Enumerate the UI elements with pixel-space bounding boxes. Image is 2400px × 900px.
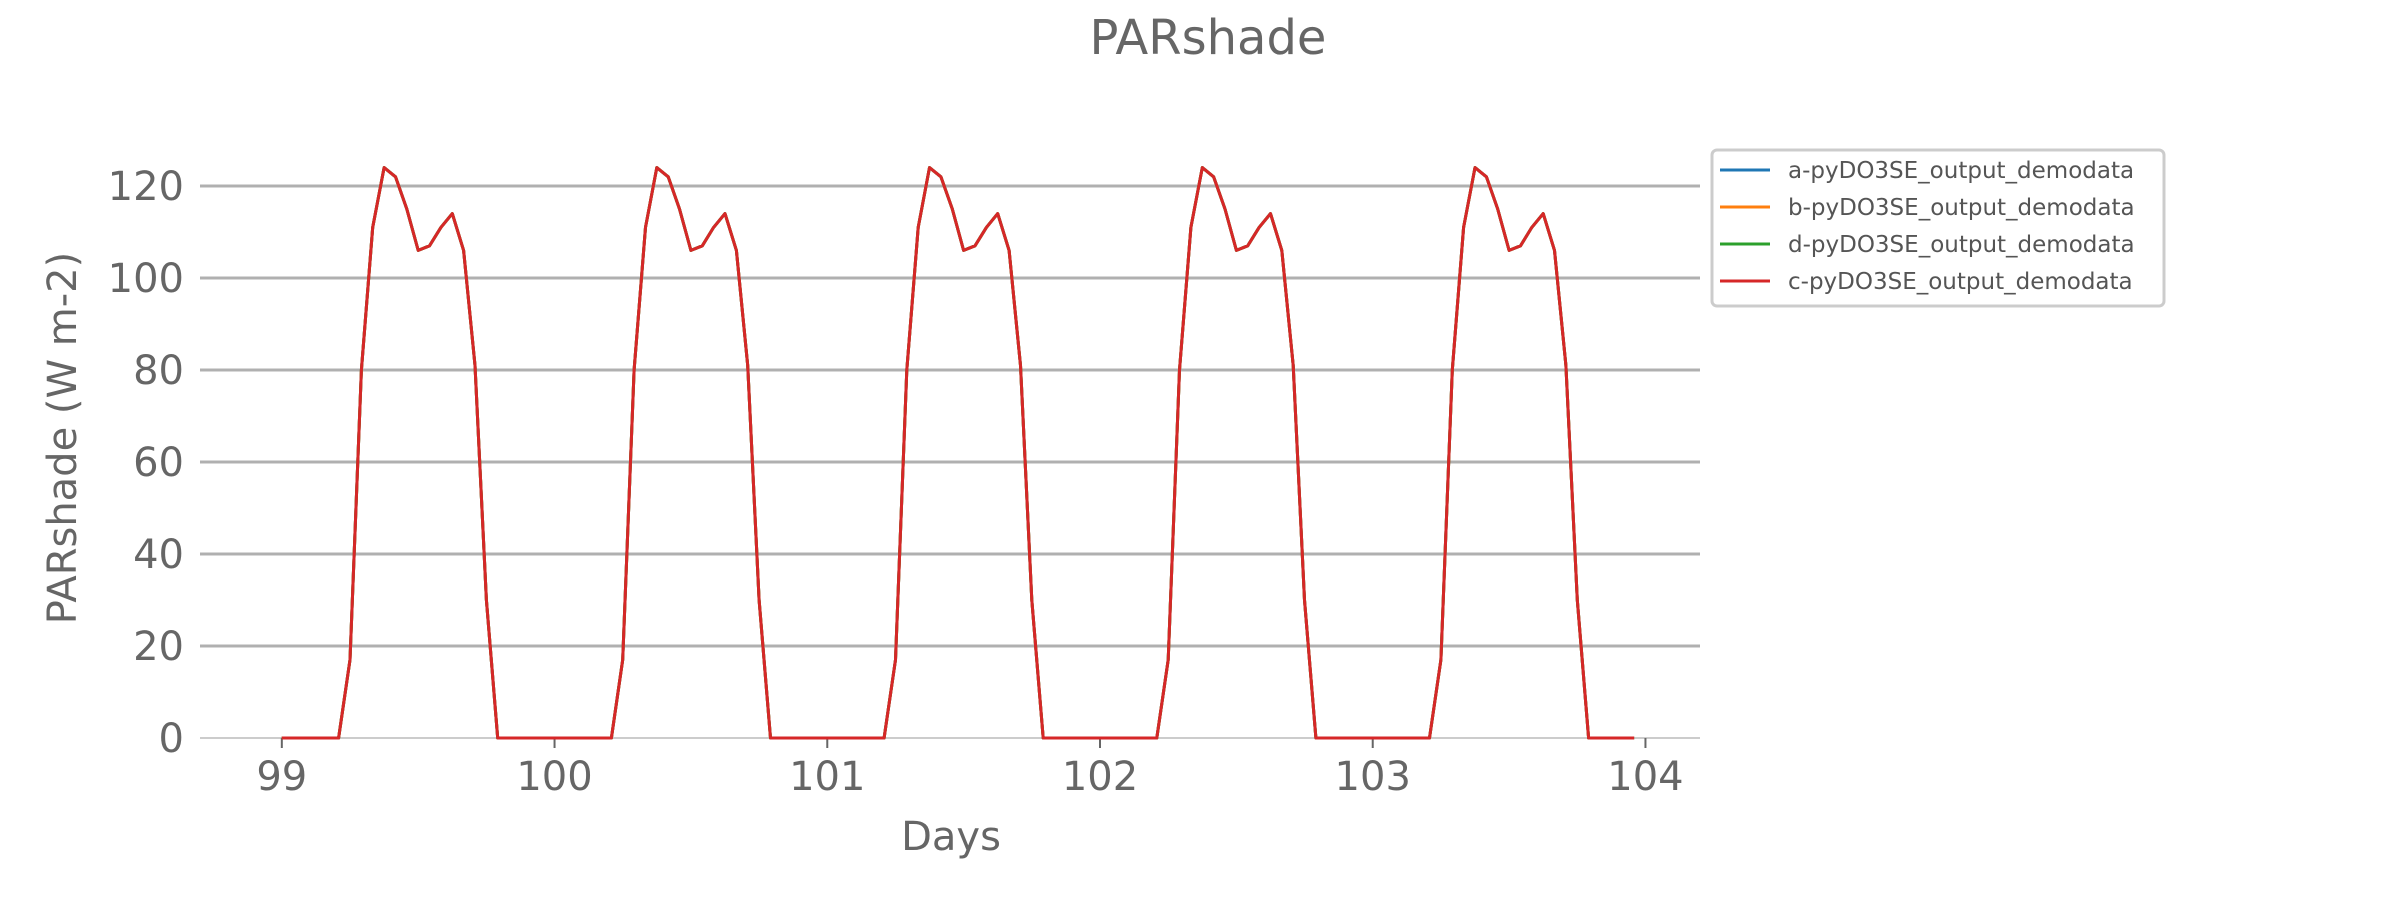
legend-entry-d: d-pyDO3SE_output_demodata	[1788, 232, 2135, 258]
series-line-a	[281, 166, 1635, 740]
x-tick-label: 103	[1335, 754, 1411, 800]
y-axis-label: PARshade (W m-2)	[40, 252, 86, 624]
grid-lines	[200, 184, 1700, 739]
y-tick-label: 0	[159, 716, 184, 762]
y-axis: 0 20 40 60 80 100 120	[108, 164, 184, 762]
y-tick-label: 100	[108, 256, 184, 302]
legend-frame	[1710, 148, 2166, 308]
x-tick-label: 99	[256, 754, 307, 800]
x-tick-label: 100	[516, 754, 592, 800]
legend-entry-c: c-pyDO3SE_output_demodata	[1788, 269, 2133, 295]
y-tick-label: 40	[133, 532, 184, 578]
x-axis-label: Days	[901, 814, 1001, 860]
series-line-d	[281, 166, 1635, 740]
y-tick-label: 60	[133, 440, 184, 486]
series-lines	[281, 166, 1635, 740]
y-tick-label: 20	[133, 624, 184, 670]
legend-entry-b: b-pyDO3SE_output_demodata	[1788, 195, 2135, 221]
legend: a-pyDO3SE_output_demodata b-pyDO3SE_outpu…	[1710, 148, 2166, 308]
x-tick-label: 104	[1607, 754, 1683, 800]
x-tick-label: 101	[789, 754, 865, 800]
chart-title: PARshade	[1090, 10, 1327, 66]
x-axis: 99 100 101 102 103 104	[256, 738, 1684, 800]
y-tick-label: 120	[108, 164, 184, 210]
x-tick-label: 102	[1062, 754, 1138, 800]
legend-entry-a: a-pyDO3SE_output_demodata	[1788, 158, 2134, 184]
series-line-c	[281, 166, 1635, 740]
y-tick-label: 80	[133, 348, 184, 394]
series-line-b	[281, 166, 1635, 740]
